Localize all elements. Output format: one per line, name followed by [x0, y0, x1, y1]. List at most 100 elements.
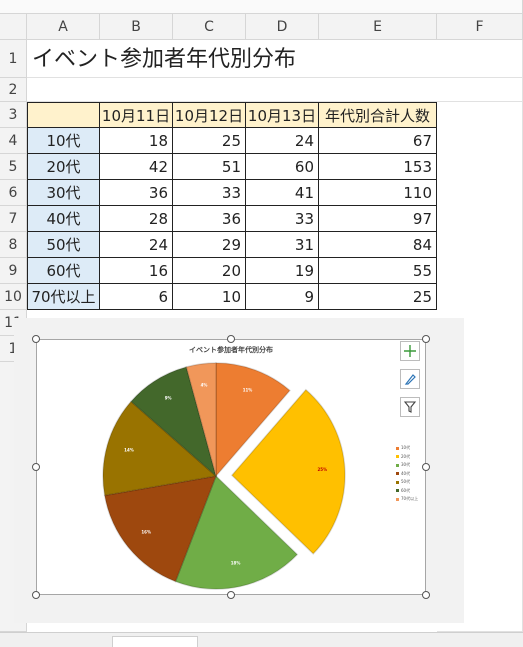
table-header[interactable]: 10月12日 — [173, 102, 246, 128]
table-header[interactable]: 年代別合計人数 — [319, 102, 437, 128]
row-header-9[interactable]: 9 — [0, 258, 27, 284]
resize-handle-middle-right[interactable] — [422, 463, 430, 471]
row-header-10[interactable]: 10 — [0, 284, 27, 310]
row-label-cell[interactable]: 20代 — [27, 154, 100, 180]
data-cell[interactable]: 33 — [173, 180, 246, 206]
total-cell[interactable]: 153 — [319, 154, 437, 180]
data-cell[interactable]: 24 — [246, 128, 319, 154]
row-header-5[interactable]: 5 — [0, 154, 27, 180]
row-label-cell[interactable]: 30代 — [27, 180, 100, 206]
pie-slice-6[interactable] — [185, 362, 217, 477]
legend-label: 70代以上 — [401, 496, 419, 502]
data-cell[interactable]: 9 — [246, 284, 319, 310]
row-label-cell[interactable]: 70代以上 — [27, 284, 100, 310]
total-cell[interactable]: 110 — [319, 180, 437, 206]
data-label[interactable]: 11% — [243, 387, 253, 392]
legend-item[interactable]: 40代 — [396, 470, 418, 479]
legend-item[interactable]: 50代 — [396, 478, 418, 487]
pie-slice-2[interactable] — [174, 474, 299, 590]
data-cell[interactable]: 24 — [100, 232, 173, 258]
row-label-cell[interactable]: 50代 — [27, 232, 100, 258]
data-cell[interactable]: 16 — [100, 258, 173, 284]
row-header-3[interactable]: 3 — [0, 102, 27, 128]
pie-slice-0[interactable] — [215, 362, 291, 479]
column-header-b[interactable]: B — [100, 14, 173, 40]
data-cell[interactable]: 28 — [100, 206, 173, 232]
row-header-7[interactable]: 7 — [0, 206, 27, 232]
column-header-e[interactable]: E — [319, 14, 437, 40]
row-label-cell[interactable]: 10代 — [27, 128, 100, 154]
legend-item[interactable]: 10代 — [396, 444, 418, 453]
data-cell[interactable]: 29 — [173, 232, 246, 258]
pie-slice-5[interactable] — [130, 366, 218, 479]
data-cell[interactable]: 42 — [100, 154, 173, 180]
chart-title[interactable]: イベント参加者年代別分布 — [189, 346, 273, 354]
column-header-a[interactable]: A — [27, 14, 100, 40]
data-cell[interactable]: 51 — [173, 154, 246, 180]
data-cell[interactable]: 20 — [173, 258, 246, 284]
data-label[interactable]: 18% — [231, 560, 241, 565]
legend-item[interactable]: 30代 — [396, 461, 418, 470]
chart-styles-button[interactable] — [400, 369, 420, 389]
chart-elements-button[interactable] — [400, 341, 420, 361]
chart-legend[interactable]: 10代 20代 30代 40代 50代 60代 70代以上 — [396, 444, 418, 504]
sheet-tab[interactable] — [112, 636, 198, 647]
resize-handle-bottom-right[interactable] — [422, 591, 430, 599]
row-label-cell[interactable]: 60代 — [27, 258, 100, 284]
row-header-1[interactable]: 1 — [0, 40, 27, 78]
resize-handle-top-left[interactable] — [32, 335, 40, 343]
row-header-4[interactable]: 4 — [0, 128, 27, 154]
data-label[interactable]: 14% — [124, 448, 134, 453]
legend-label: 40代 — [401, 470, 411, 476]
brush-icon — [404, 374, 416, 385]
data-cell[interactable]: 36 — [100, 180, 173, 206]
resize-handle-middle-left[interactable] — [32, 463, 40, 471]
legend-item[interactable]: 20代 — [396, 453, 418, 462]
data-cell[interactable]: 41 — [246, 180, 319, 206]
data-label[interactable]: 4% — [201, 382, 208, 387]
legend-label: 30代 — [401, 462, 411, 468]
resize-handle-top-right[interactable] — [422, 335, 430, 343]
total-cell[interactable]: 25 — [319, 284, 437, 310]
data-cell[interactable]: 18 — [100, 128, 173, 154]
data-cell[interactable]: 10 — [173, 284, 246, 310]
pie-slice-1[interactable] — [230, 388, 346, 555]
data-cell[interactable]: 19 — [246, 258, 319, 284]
select-all-corner[interactable] — [0, 14, 27, 40]
legend-item[interactable]: 70代以上 — [396, 495, 418, 504]
data-cell[interactable]: 36 — [173, 206, 246, 232]
pie-slice-3[interactable] — [103, 475, 218, 583]
data-cell[interactable]: 60 — [246, 154, 319, 180]
total-cell[interactable]: 67 — [319, 128, 437, 154]
data-label[interactable]: 9% — [165, 395, 172, 400]
table-corner-cell[interactable] — [27, 102, 100, 128]
total-cell[interactable]: 97 — [319, 206, 437, 232]
table-header[interactable]: 10月13日 — [246, 102, 319, 128]
pie-slice-4[interactable] — [102, 400, 218, 497]
column-header-c[interactable]: C — [173, 14, 246, 40]
data-cell[interactable]: 31 — [246, 232, 319, 258]
pie-chart-plot[interactable]: 11% 25% 18% 16% 14% 9% 4% — [36, 339, 426, 595]
row-header-2[interactable]: 2 — [0, 78, 27, 102]
data-cell[interactable]: 25 — [173, 128, 246, 154]
column-header-d[interactable]: D — [246, 14, 319, 40]
row-label-cell[interactable]: 40代 — [27, 206, 100, 232]
sheet-title[interactable]: イベント参加者年代別分布 — [32, 47, 297, 72]
data-label[interactable]: 25% — [318, 467, 328, 472]
data-cell[interactable]: 33 — [246, 206, 319, 232]
legend-swatch — [396, 480, 399, 484]
legend-item[interactable]: 60代 — [396, 487, 418, 496]
table-header[interactable]: 10月11日 — [100, 102, 173, 128]
row-header-8[interactable]: 8 — [0, 232, 27, 258]
total-cell[interactable]: 55 — [319, 258, 437, 284]
resize-handle-bottom-left[interactable] — [32, 591, 40, 599]
row-header-6[interactable]: 6 — [0, 180, 27, 206]
data-label[interactable]: 16% — [141, 529, 151, 534]
chart-filters-button[interactable] — [400, 397, 420, 417]
resize-handle-bottom-center[interactable] — [227, 591, 235, 599]
total-cell[interactable]: 84 — [319, 232, 437, 258]
data-cell[interactable]: 6 — [100, 284, 173, 310]
resize-handle-top-center[interactable] — [227, 335, 235, 343]
column-header-f[interactable]: F — [437, 14, 523, 40]
